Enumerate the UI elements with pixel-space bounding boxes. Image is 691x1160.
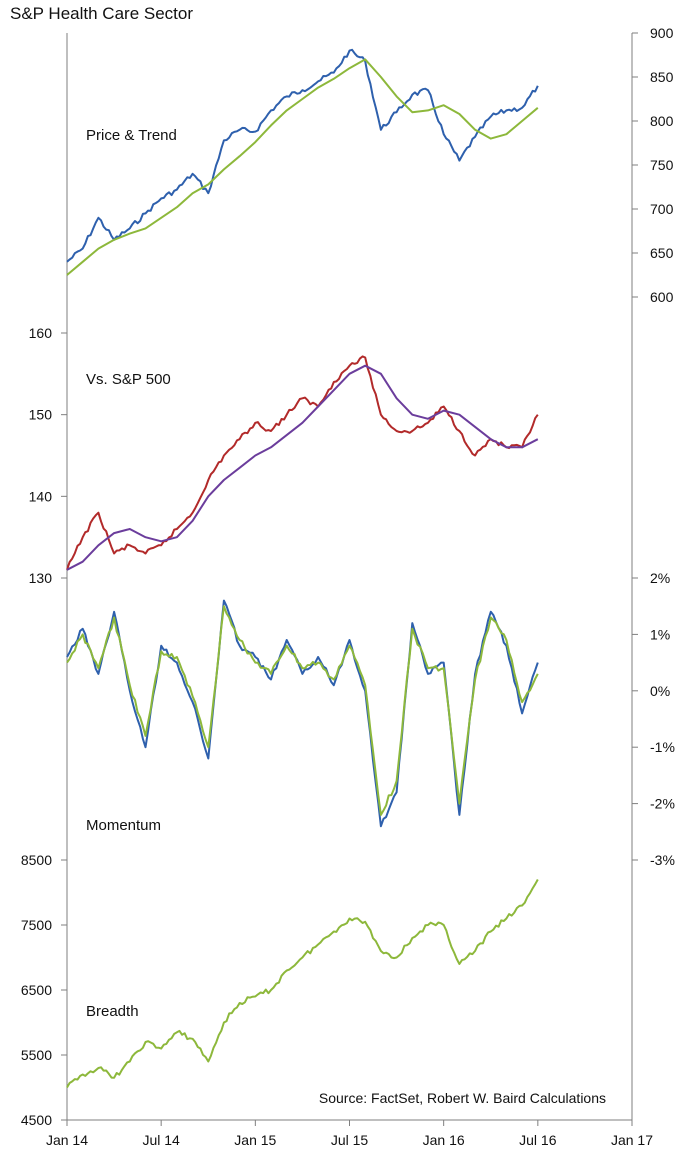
y-tick-label: 650: [650, 245, 674, 261]
x-tick-label: Jul 16: [519, 1132, 557, 1148]
x-tick-label: Jan 16: [423, 1132, 465, 1148]
y-tick-label: 700: [650, 201, 674, 217]
series-line-blue: [66, 48, 539, 263]
y-tick-label: 800: [650, 113, 674, 129]
x-tick-label: Jul 15: [331, 1132, 369, 1148]
y-tick-label: 2%: [650, 570, 670, 586]
y-tick-label: 850: [650, 69, 674, 85]
x-tick-label: Jan 14: [46, 1132, 88, 1148]
y-tick-label: 600: [650, 289, 674, 305]
x-tick-label: Jan 17: [611, 1132, 653, 1148]
panel-1: 160 150 140 130 Vs. S&P 500: [29, 325, 539, 586]
y-tick-label: 1%: [650, 626, 670, 642]
y-tick-label: 0%: [650, 683, 670, 699]
series-line-blue: [66, 599, 539, 828]
panel-3: 8500 7500 6500 5500 4500 Breadth: [21, 852, 539, 1128]
y-tick-label: 900: [650, 25, 674, 41]
y-tick-label: 130: [29, 570, 53, 586]
source-note: Source: FactSet, Robert W. Baird Calcula…: [319, 1090, 606, 1106]
y-tick-label: 5500: [21, 1047, 52, 1063]
y-tick-label: 8500: [21, 852, 52, 868]
series-line-purple: [66, 364, 539, 571]
panel-label: Vs. S&P 500: [86, 371, 171, 388]
series-line-green: [66, 879, 539, 1089]
y-tick-label: -1%: [650, 739, 675, 755]
y-tick-label: 140: [29, 488, 53, 504]
series-line-red: [66, 355, 539, 571]
y-tick-label: 4500: [21, 1112, 52, 1128]
panel-0: 900 850 800 750 700 650 600 Price & Trend: [66, 25, 674, 305]
y-tick-label: 150: [29, 407, 53, 423]
y-tick-label: 6500: [21, 982, 52, 998]
y-tick-label: 750: [650, 157, 674, 173]
panel-label: Price & Trend: [86, 127, 177, 144]
y-tick-label: -2%: [650, 796, 675, 812]
x-tick-label: Jan 15: [234, 1132, 276, 1148]
chart-title: S&P Health Care Sector: [10, 4, 193, 23]
panel-2: 2% 1% 0% -1% -2% -3% Momentum: [66, 570, 675, 868]
y-tick-label: 160: [29, 325, 53, 341]
series-line-green: [66, 605, 539, 816]
panel-label: Momentum: [86, 817, 161, 834]
panel-label: Breadth: [86, 1003, 139, 1020]
y-tick-label: 7500: [21, 917, 52, 933]
y-tick-label: -3%: [650, 852, 675, 868]
x-tick-label: Jul 14: [142, 1132, 180, 1148]
series-line-green: [66, 58, 539, 276]
